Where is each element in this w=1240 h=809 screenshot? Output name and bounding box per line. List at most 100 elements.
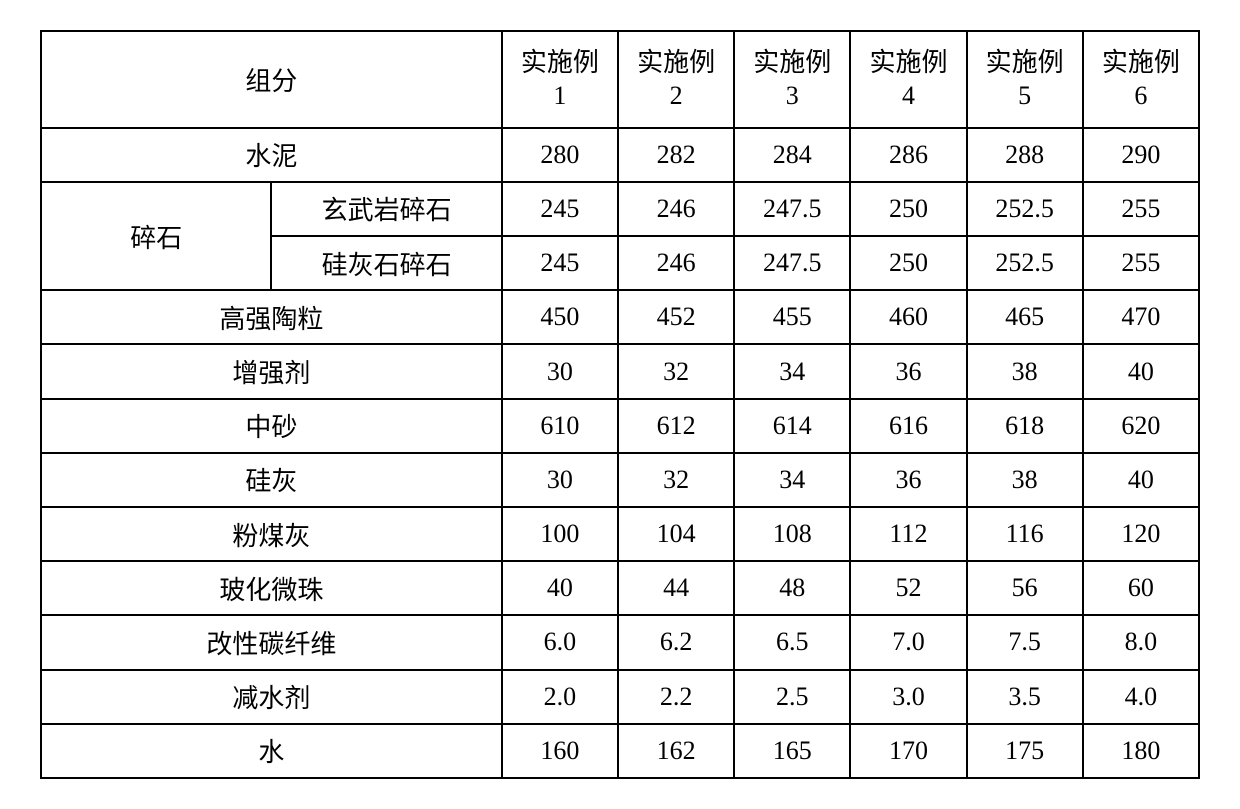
cell: 3.0 [850,670,966,724]
cell: 120 [1083,507,1199,561]
cell: 252.5 [967,182,1083,236]
cell: 610 [502,399,618,453]
table-row: 中砂 610 612 614 616 618 620 [41,399,1199,453]
cell: 60 [1083,561,1199,615]
cell: 255 [1083,236,1199,290]
row-label-midsand: 中砂 [41,399,502,453]
header-col-5: 实施例5 [967,31,1083,128]
table-row: 水泥 280 282 284 286 288 290 [41,128,1199,182]
row-label-wollastonite: 硅灰石碎石 [271,236,501,290]
row-label-water: 水 [41,724,502,778]
table-row: 增强剂 30 32 34 36 38 40 [41,344,1199,398]
header-col-1: 实施例1 [502,31,618,128]
cell: 56 [967,561,1083,615]
cell: 40 [1083,344,1199,398]
cell: 30 [502,453,618,507]
header-col-label: 实施例 [753,48,831,77]
cell: 470 [1083,290,1199,344]
cell: 247.5 [734,182,850,236]
cell: 6.5 [734,615,850,669]
cell: 465 [967,290,1083,344]
cell: 252.5 [967,236,1083,290]
cell: 288 [967,128,1083,182]
cell: 618 [967,399,1083,453]
cell: 282 [618,128,734,182]
cell: 162 [618,724,734,778]
cell: 4.0 [1083,670,1199,724]
header-col-num: 5 [1018,81,1031,110]
cell: 112 [850,507,966,561]
header-col-label: 实施例 [637,48,715,77]
cell: 48 [734,561,850,615]
cell: 180 [1083,724,1199,778]
composition-table: 组分 实施例1 实施例 2 实施例 3 实施例4 实施例5 实施例 6 水泥 280 … [40,30,1200,779]
cell: 450 [502,290,618,344]
row-label-gravel-group: 碎石 [41,182,271,290]
header-col-3: 实施例 3 [734,31,850,128]
cell: 32 [618,344,734,398]
cell: 32 [618,453,734,507]
cell: 2.0 [502,670,618,724]
header-col-num: 6 [1134,81,1147,110]
cell: 44 [618,561,734,615]
row-label-reducer: 减水剂 [41,670,502,724]
header-col-num: 2 [670,81,683,110]
header-col-2: 实施例 2 [618,31,734,128]
cell: 160 [502,724,618,778]
cell: 116 [967,507,1083,561]
table-row: 粉煤灰 100 104 108 112 116 120 [41,507,1199,561]
cell: 614 [734,399,850,453]
header-component: 组分 [41,31,502,128]
cell: 452 [618,290,734,344]
cell: 2.5 [734,670,850,724]
cell: 175 [967,724,1083,778]
cell: 36 [850,344,966,398]
cell: 460 [850,290,966,344]
cell: 170 [850,724,966,778]
header-col-6: 实施例 6 [1083,31,1199,128]
row-label-enhancer: 增强剂 [41,344,502,398]
cell: 284 [734,128,850,182]
cell: 290 [1083,128,1199,182]
cell: 34 [734,344,850,398]
cell: 245 [502,182,618,236]
cell: 250 [850,236,966,290]
cell: 6.2 [618,615,734,669]
page-container: 组分 实施例1 实施例 2 实施例 3 实施例4 实施例5 实施例 6 水泥 280 … [0,0,1240,809]
cell: 7.5 [967,615,1083,669]
row-label-cement: 水泥 [41,128,502,182]
cell: 165 [734,724,850,778]
table-row: 改性碳纤维 6.0 6.2 6.5 7.0 7.5 8.0 [41,615,1199,669]
cell: 104 [618,507,734,561]
header-row: 组分 实施例1 实施例 2 实施例 3 实施例4 实施例5 实施例 6 [41,31,1199,128]
cell: 280 [502,128,618,182]
header-col-num: 3 [786,81,799,110]
cell: 3.5 [967,670,1083,724]
cell: 2.2 [618,670,734,724]
cell: 38 [967,453,1083,507]
cell: 286 [850,128,966,182]
cell: 7.0 [850,615,966,669]
header-col-num: 1 [553,81,566,110]
cell: 612 [618,399,734,453]
cell: 36 [850,453,966,507]
cell: 616 [850,399,966,453]
header-col-label: 实施例 [1102,48,1180,77]
table-row: 高强陶粒 450 452 455 460 465 470 [41,290,1199,344]
cell: 100 [502,507,618,561]
row-label-basalt: 玄武岩碎石 [271,182,501,236]
cell: 34 [734,453,850,507]
row-label-glass-bead: 玻化微珠 [41,561,502,615]
table-row: 碎石 玄武岩碎石 245 246 247.5 250 252.5 255 [41,182,1199,236]
table-row: 减水剂 2.0 2.2 2.5 3.0 3.5 4.0 [41,670,1199,724]
cell: 255 [1083,182,1199,236]
cell: 52 [850,561,966,615]
cell: 455 [734,290,850,344]
header-col-4: 实施例4 [850,31,966,128]
cell: 250 [850,182,966,236]
cell: 245 [502,236,618,290]
cell: 38 [967,344,1083,398]
table-row: 水 160 162 165 170 175 180 [41,724,1199,778]
cell: 8.0 [1083,615,1199,669]
cell: 108 [734,507,850,561]
